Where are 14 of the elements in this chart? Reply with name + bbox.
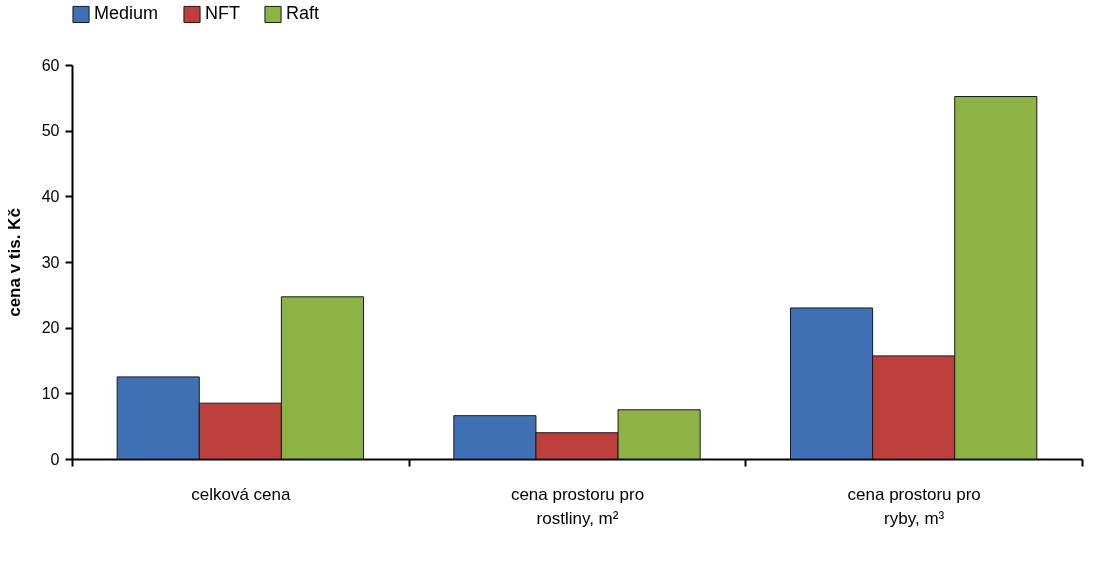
- legend-label: Medium: [94, 3, 159, 24]
- legend-label: Raft: [286, 3, 320, 24]
- x-tick-label: celková cena: [191, 484, 291, 504]
- y-tick-label: 0: [50, 450, 60, 468]
- y-tick-label: 40: [41, 187, 60, 205]
- y-tick-label: 10: [41, 384, 60, 402]
- y-tick-label: 50: [41, 122, 60, 140]
- x-tick-label: cena prostoru pro ryby, m³: [847, 484, 981, 528]
- y-axis-title: cena v tis. Kč: [4, 208, 24, 317]
- y-tick-label: 60: [41, 56, 60, 74]
- legend-label: NFT: [205, 3, 240, 24]
- y-tick-label: 20: [41, 319, 60, 337]
- x-tick-label: cena prostoru pro rostliny, m²: [510, 484, 645, 528]
- y-tick-label: 30: [41, 253, 60, 271]
